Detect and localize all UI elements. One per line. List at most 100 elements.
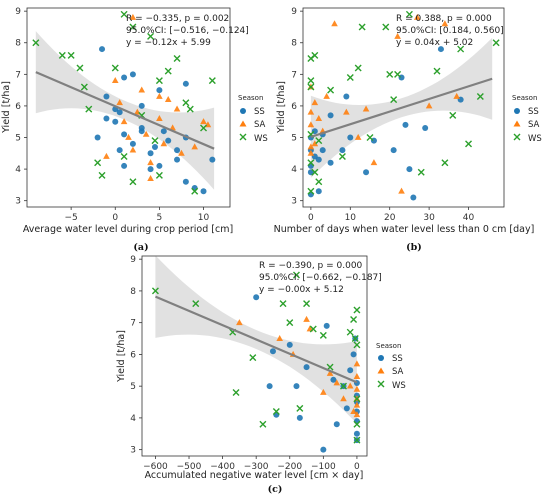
- point-ws: [98, 171, 106, 179]
- regression-line-c: [155, 295, 358, 384]
- point-ws: [441, 159, 449, 167]
- x-tick-label-a: 0: [112, 213, 118, 223]
- stats-ci-c: 95.0%CI: [−0.662, −0.187]: [259, 273, 382, 283]
- y-tick-label-b: 4: [291, 165, 297, 175]
- point-sa: [173, 105, 181, 112]
- point-ss: [273, 411, 280, 418]
- point-ss: [333, 421, 340, 428]
- y-tick-label-b: 5: [291, 134, 297, 144]
- point-sa: [138, 86, 146, 93]
- point-ss: [319, 147, 326, 154]
- point-ws: [319, 331, 327, 339]
- point-ws: [339, 382, 347, 390]
- stats-eq-c: y = −0.00x + 5.12: [259, 285, 344, 295]
- point-ws: [354, 64, 362, 72]
- point-ws: [382, 23, 390, 31]
- point-ws: [315, 137, 323, 145]
- point-sa: [326, 369, 334, 376]
- point-ws: [311, 51, 319, 59]
- legend-label-sa-a: SA: [254, 120, 266, 130]
- point-sa: [331, 20, 338, 27]
- y-tick-label-c: 3: [130, 446, 136, 456]
- point-ws: [449, 111, 457, 119]
- point-ss: [165, 137, 172, 144]
- legend-marker-sa-c: [377, 367, 385, 374]
- point-ws: [192, 300, 200, 308]
- plot-area-a: [26, 7, 231, 208]
- legend-marker-ss-c: [378, 355, 384, 361]
- point-sa: [156, 114, 163, 121]
- point-ss: [390, 147, 397, 154]
- x-tick-label-a: 5: [157, 213, 163, 223]
- point-ws: [58, 51, 66, 59]
- point-ws: [85, 105, 93, 113]
- point-ws: [366, 134, 374, 142]
- point-ss: [253, 294, 260, 301]
- point-ws: [311, 168, 319, 176]
- point-sa: [353, 360, 361, 367]
- x-axis-label-c: Accumulated negative water level [cm × d…: [145, 470, 364, 481]
- legend-label-sa-b: SA: [528, 120, 540, 130]
- point-ws: [353, 420, 361, 428]
- point-ws: [151, 137, 159, 145]
- point-ss: [330, 376, 337, 383]
- point-ws: [309, 325, 317, 333]
- point-sa: [340, 395, 347, 402]
- point-ws: [390, 96, 398, 104]
- panel-label-c: (c): [268, 484, 283, 495]
- point-sa: [353, 411, 361, 418]
- point-sa: [425, 102, 433, 109]
- legend-title-b: Season: [512, 94, 537, 102]
- x-tick-label-c: −400: [210, 462, 235, 472]
- legend-marker-ws-a: [239, 133, 247, 141]
- legend-entry-sa-c: SA: [377, 367, 404, 377]
- point-ws: [433, 67, 441, 75]
- point-ws: [386, 70, 394, 78]
- point-ws: [303, 300, 311, 308]
- point-sa: [350, 407, 357, 414]
- y-tick-label-c: 8: [130, 287, 136, 297]
- x-tick-label-c: −300: [244, 462, 269, 472]
- point-ws: [492, 39, 500, 47]
- point-sa: [307, 108, 315, 115]
- point-sa: [164, 96, 172, 103]
- point-ss: [320, 446, 327, 453]
- point-sa: [191, 143, 198, 150]
- point-ws: [353, 395, 361, 403]
- point-ss: [315, 188, 322, 195]
- legend-entry-ss-a: SS: [240, 107, 265, 117]
- legend-b: Season SS SA WS: [512, 94, 542, 144]
- x-tick-label-c: −100: [311, 462, 336, 472]
- y-tick-label-c: 5: [130, 382, 136, 392]
- point-sa: [116, 99, 123, 106]
- point-ss: [307, 191, 314, 198]
- regression-line-a: [35, 71, 215, 150]
- point-ss: [350, 351, 357, 358]
- y-tick-label-a: 9: [15, 7, 21, 17]
- point-ws: [186, 105, 194, 113]
- point-sa: [307, 149, 315, 156]
- point-ss: [353, 430, 360, 437]
- point-ss: [296, 414, 303, 421]
- point-ws: [208, 77, 216, 85]
- panel-label-b: (b): [406, 242, 422, 253]
- point-sa: [160, 140, 168, 147]
- panel-c: −600 −500 −400 −300 −200 −100 0 3 4 5 6 7 8 9 R = −0…: [116, 255, 406, 495]
- point-ws: [147, 32, 155, 40]
- point-ws: [338, 152, 346, 160]
- point-sa: [200, 118, 207, 125]
- x-tick-label-c: −200: [277, 462, 302, 472]
- y-tick-label-a: 7: [15, 70, 21, 80]
- y-tick-label-c: 9: [130, 255, 136, 265]
- point-sa: [129, 146, 137, 153]
- point-ss: [121, 131, 128, 138]
- point-ss: [347, 367, 354, 374]
- legend-label-ss-b: SS: [528, 107, 539, 117]
- y-tick-label-a: 5: [15, 134, 21, 144]
- point-sa: [276, 334, 283, 341]
- point-ss: [116, 147, 123, 154]
- y-tick-label-b: 7: [291, 70, 297, 80]
- point-ss: [422, 125, 429, 132]
- point-ss: [343, 405, 350, 412]
- legend-label-ss-a: SS: [254, 107, 265, 117]
